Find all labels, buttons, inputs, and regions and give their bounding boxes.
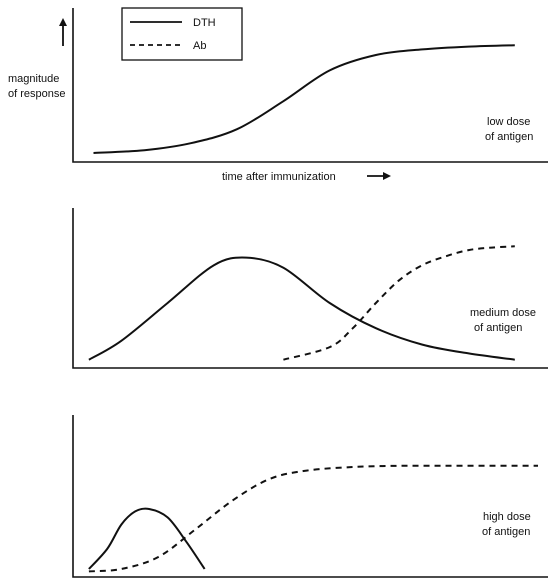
panel-medium-label-line2: of antigen: [474, 322, 522, 334]
panel-medium-axes: [72, 208, 548, 369]
legend-box: [121, 7, 243, 61]
y-axis-label-line1: magnitude: [8, 73, 59, 85]
panel-high-label-line2: of antigen: [482, 526, 530, 538]
arrow-right-icon: [367, 172, 391, 180]
panel-low-label-line1: low dose: [487, 116, 530, 128]
y-axis-label-line2: of response: [8, 88, 65, 100]
legend: DTH Ab: [121, 7, 243, 61]
legend-label-ab: Ab: [193, 40, 206, 52]
x-axis-label: time after immunization: [222, 171, 336, 183]
series-line-high-dth: [88, 507, 206, 570]
curves-layer: [88, 44, 538, 573]
panel-high-axes: [72, 415, 548, 578]
panel-low-axes: [72, 8, 548, 163]
panel-low-label-line2: of antigen: [485, 131, 533, 143]
panel-high-label-line1: high dose: [483, 511, 531, 523]
series-line-medium-dth: [88, 256, 515, 361]
series-line-high-ab: [88, 464, 538, 573]
series-line-medium-ab: [283, 245, 515, 361]
arrow-up-icon: [59, 18, 67, 46]
legend-label-dth: DTH: [193, 17, 216, 29]
panel-medium-label-line1: medium dose: [470, 307, 536, 319]
series-line-low-dth: [93, 44, 515, 154]
